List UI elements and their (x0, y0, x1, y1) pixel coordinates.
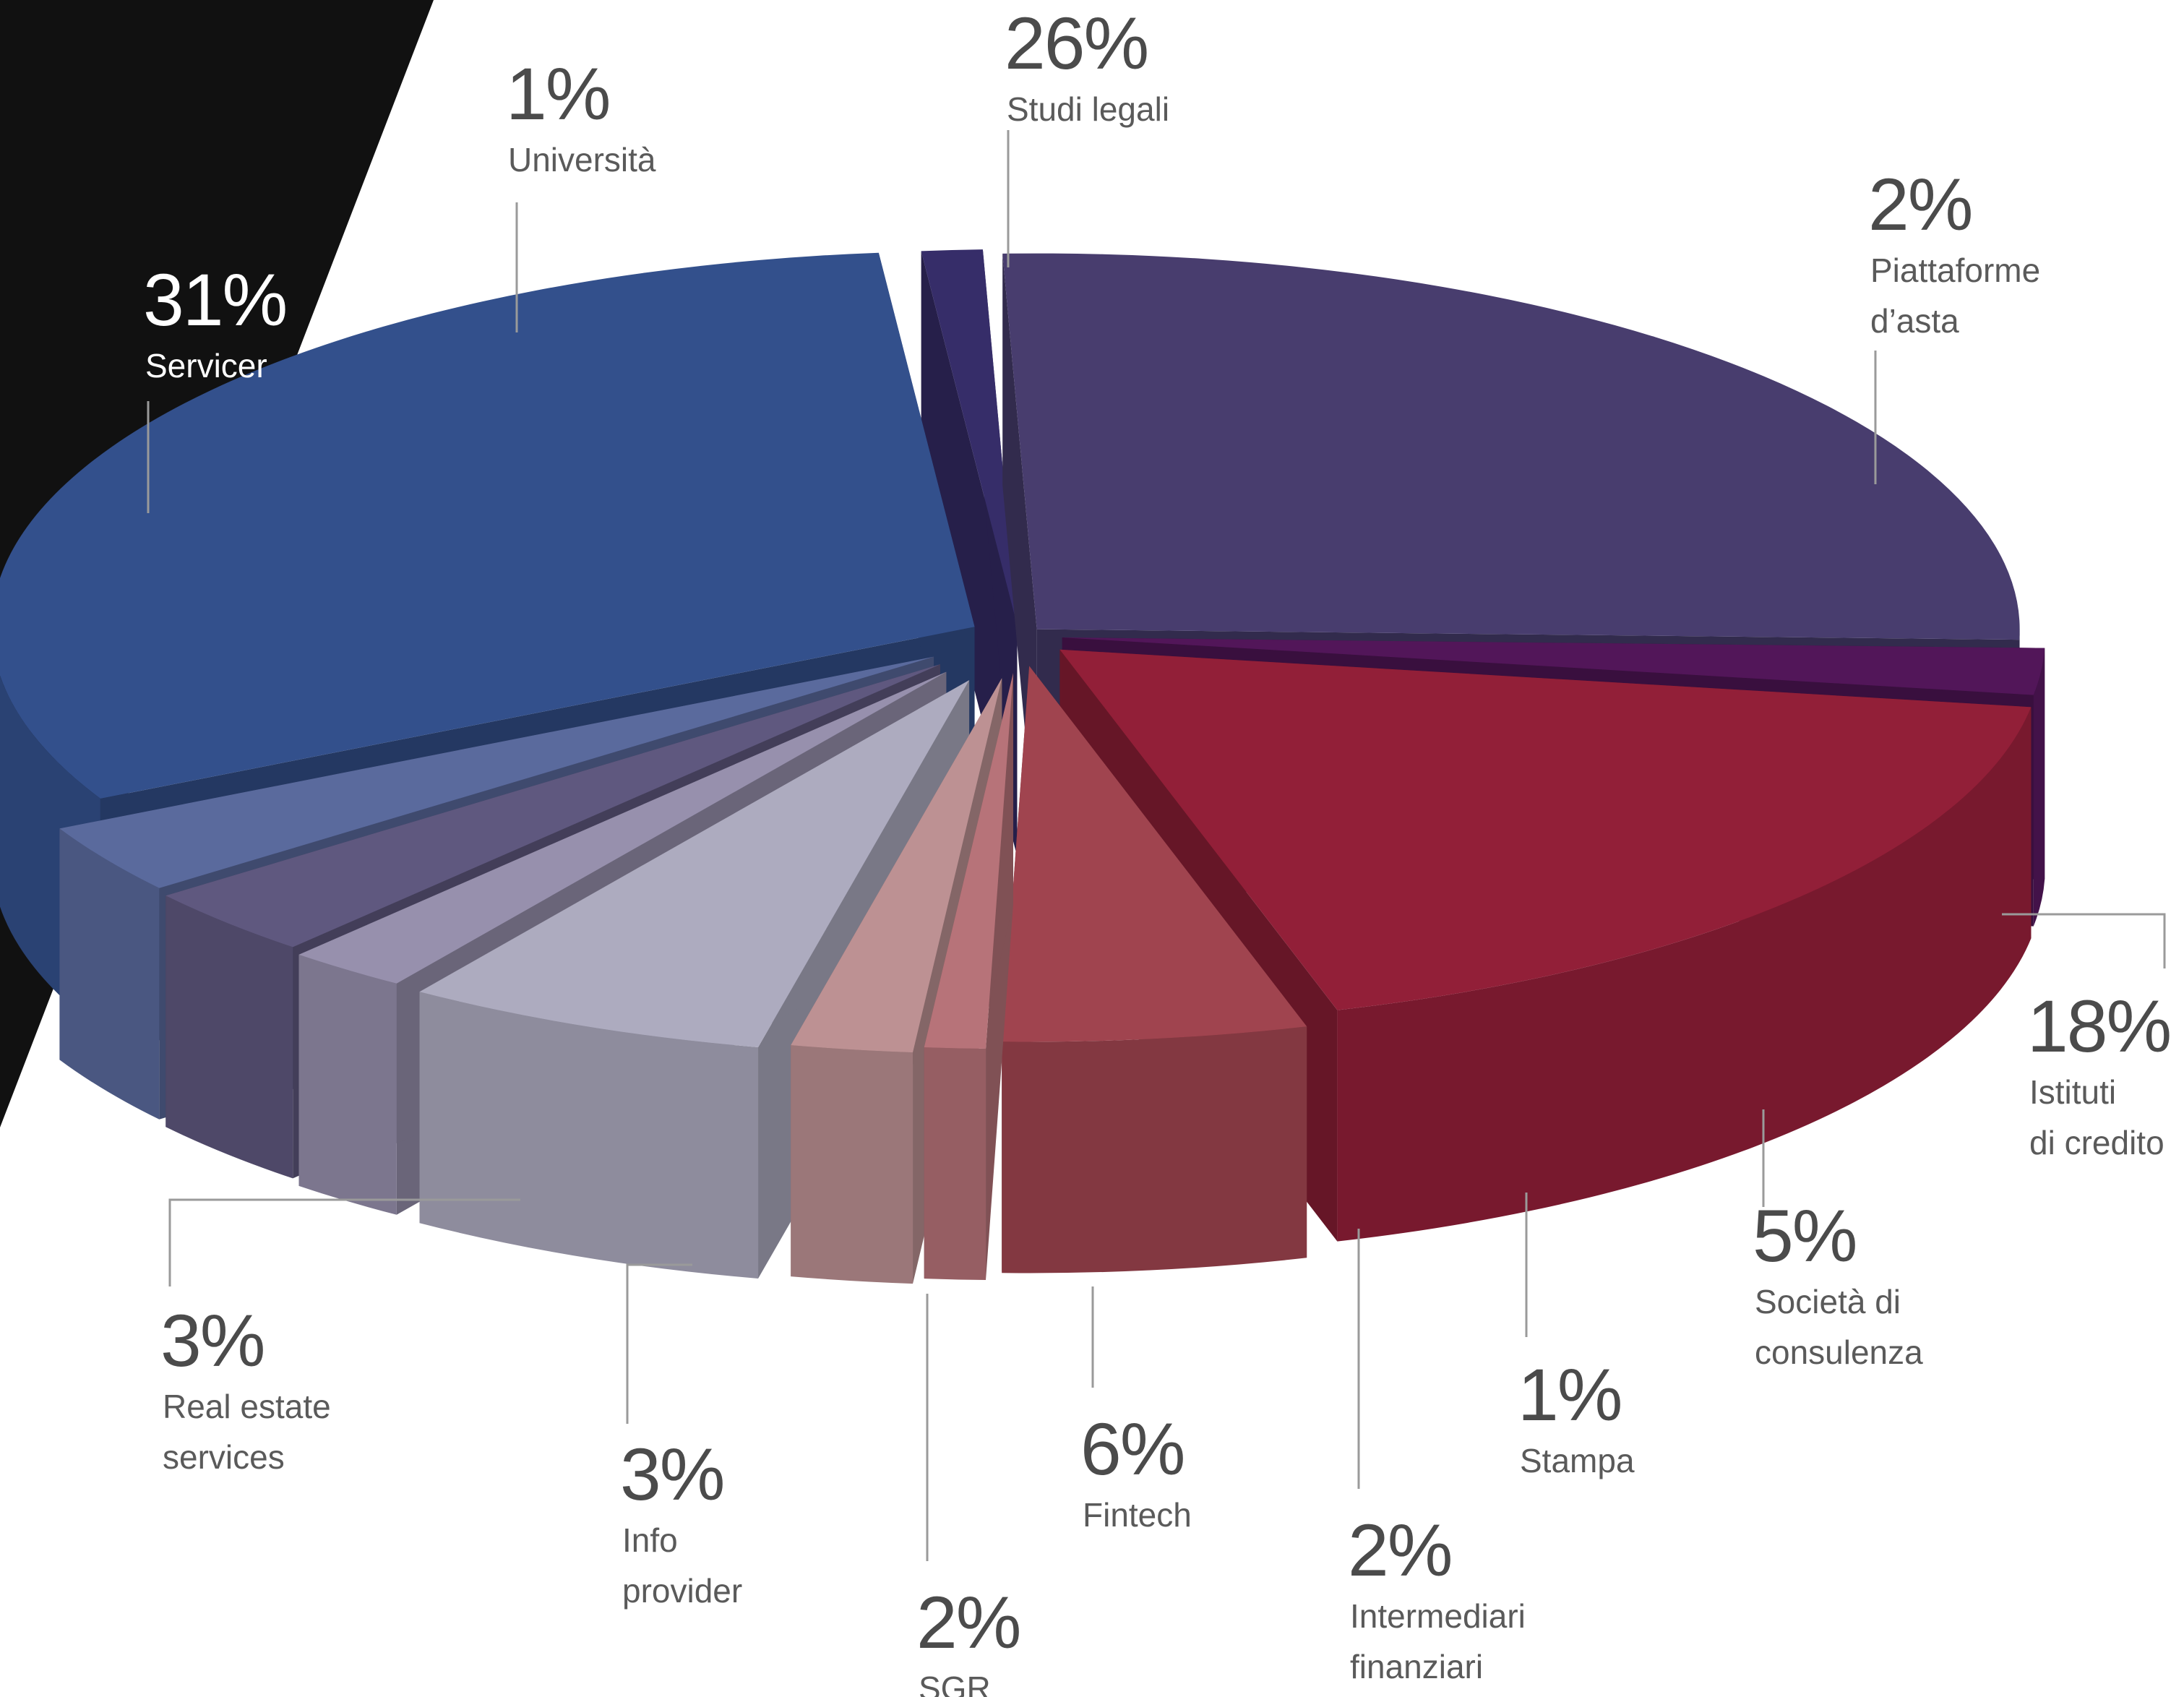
category-label-info-provider: provider (622, 1572, 742, 1610)
category-label-piattaforme-d-asta: d’asta (1870, 302, 1959, 340)
value-label-studi-legali: 26% (1005, 2, 1148, 85)
slice-outer-side (791, 1045, 913, 1284)
slice-top (791, 678, 1002, 1053)
slice-outer-side (165, 895, 293, 1179)
slice-top (1002, 666, 1307, 1042)
leader-line-istituti-di-credito (2002, 913, 2166, 968)
value-label-info-provider: 3% (620, 1433, 723, 1516)
slice-top (1002, 253, 2020, 640)
value-label-fintech: 6% (1080, 1408, 1184, 1490)
slice-top (924, 673, 1013, 1049)
category-label-universit-: Università (508, 141, 656, 179)
category-label-sgr: SGR (919, 1670, 991, 1697)
category-label-real-estate-services: services (163, 1438, 285, 1476)
slice-top (1062, 637, 2045, 695)
category-label-studi-legali: Studi legali (1007, 90, 1169, 128)
leader-line-info-provider (626, 1263, 692, 1424)
slice-top (298, 671, 947, 984)
pie-slice-stampa (924, 673, 1013, 1281)
pie-slices (0, 249, 2045, 1284)
category-label-stampa: Stampa (1520, 1442, 1635, 1479)
category-label-istituti-di-credito: di credito (2029, 1124, 2164, 1161)
pie-labels: 26% Studi legali 2% Piattaforme d’asta 18% Ist… (143, 2, 2172, 1697)
slice-top (165, 664, 941, 948)
slice-outer-side (419, 992, 759, 1279)
category-label-societ-di-consulenza: Società di (1755, 1283, 1901, 1320)
value-label-real-estate-services: 3% (160, 1299, 264, 1382)
slice-top (0, 252, 975, 799)
value-label-piattaforme-d-asta: 2% (1868, 163, 1972, 246)
pie-slice-societ-di-consulenza (1002, 666, 1307, 1273)
category-label-fintech: Fintech (1083, 1496, 1192, 1534)
slice-top (419, 680, 970, 1047)
leader-line-real-estate-services (168, 1198, 520, 1286)
slice-top (1059, 649, 2032, 1010)
value-label-istituti-di-credito: 18% (2027, 985, 2170, 1067)
slice-outer-side (1337, 707, 2032, 1242)
pie-slice-istituti-di-credito (1059, 649, 2032, 1242)
category-label-real-estate-services: Real estate (163, 1388, 331, 1425)
value-label-sgr: 2% (916, 1581, 1020, 1664)
slice-top (59, 656, 934, 888)
slice-outer-side (59, 828, 160, 1120)
slice-top (921, 249, 1018, 625)
value-label-servicer: 31% (143, 259, 286, 341)
slice-outer-side (2033, 648, 2045, 927)
category-label-servicer: Servicer (145, 347, 267, 384)
category-label-info-provider: Info (622, 1521, 678, 1559)
slice-outer-side (298, 954, 397, 1215)
slice-outer-side (1002, 1026, 1307, 1273)
category-label-piattaforme-d-asta: Piattaforme (1870, 252, 2040, 289)
category-label-istituti-di-credito: Istituti (2029, 1073, 2116, 1111)
value-label-societ-di-consulenza: 5% (1753, 1195, 1856, 1277)
value-label-intermediari-finanziari: 2% (1348, 1509, 1451, 1591)
slice-outer-side (924, 1047, 986, 1281)
value-label-universit-: 1% (506, 53, 609, 135)
category-label-intermediari-finanziari: finanziari (1350, 1648, 1483, 1685)
category-label-societ-di-consulenza: consulenza (1755, 1333, 1923, 1371)
category-label-intermediari-finanziari: Intermediari (1350, 1597, 1526, 1635)
value-label-stampa: 1% (1518, 1354, 1621, 1436)
